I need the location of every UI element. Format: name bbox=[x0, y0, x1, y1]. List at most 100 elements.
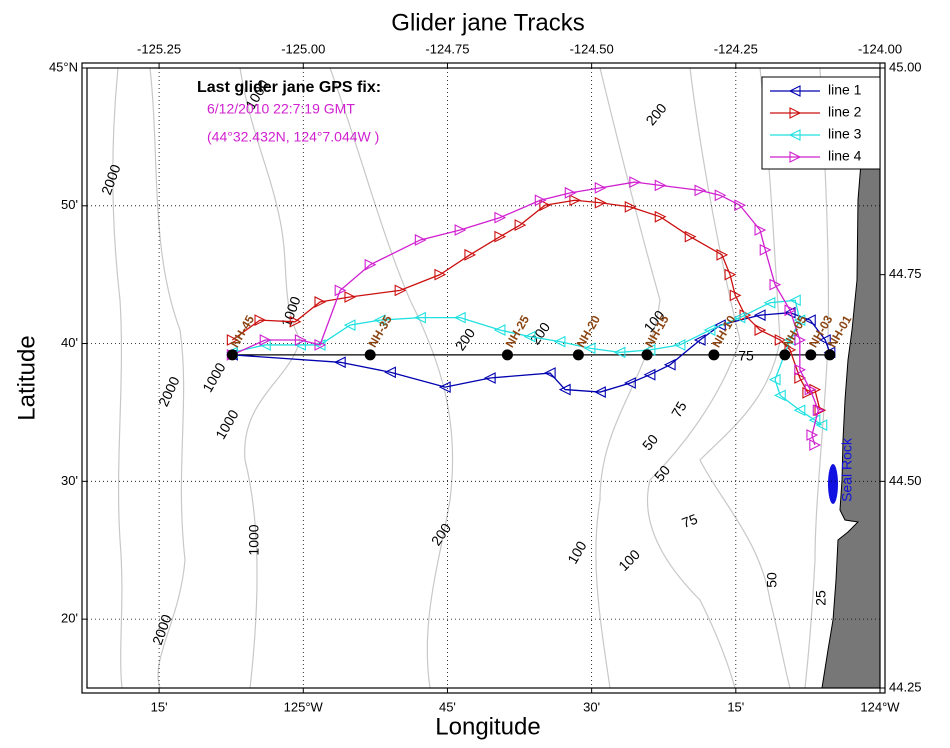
track-marker bbox=[493, 324, 506, 336]
x2-tick-label: -124.50 bbox=[570, 41, 614, 56]
track-marker bbox=[673, 339, 686, 351]
contour-label: 200 bbox=[642, 100, 669, 128]
y-tick-label: 20' bbox=[61, 611, 78, 626]
x2-tick-label: -125.00 bbox=[281, 41, 325, 56]
track-marker bbox=[494, 211, 507, 224]
track-marker bbox=[523, 330, 536, 343]
contour-label: 50 bbox=[651, 462, 673, 484]
station bbox=[226, 349, 238, 361]
track-marker bbox=[624, 377, 636, 389]
legend-label: line 2 bbox=[828, 104, 862, 120]
x-tick-label: 15' bbox=[727, 699, 744, 714]
x2-tick-label: -125.25 bbox=[137, 41, 181, 56]
track-marker bbox=[438, 381, 451, 393]
track-marker bbox=[774, 334, 787, 346]
track-marker bbox=[733, 311, 746, 324]
legend-box bbox=[761, 76, 881, 170]
track-marker bbox=[812, 404, 825, 417]
station-label: NH-05 bbox=[780, 313, 810, 350]
annotation: Last glider jane GPS fix: bbox=[197, 79, 381, 96]
track-marker bbox=[373, 314, 386, 327]
track-marker bbox=[643, 368, 656, 381]
track-marker bbox=[594, 386, 606, 398]
track-marker bbox=[768, 373, 781, 386]
track-marker bbox=[534, 194, 547, 207]
track-marker bbox=[464, 248, 477, 261]
track-marker bbox=[703, 324, 716, 336]
track-marker bbox=[539, 199, 552, 212]
x-tick-label: 124°W bbox=[860, 699, 900, 714]
track-marker bbox=[716, 248, 729, 261]
station bbox=[364, 349, 376, 361]
y2-tick-label: 44.50 bbox=[889, 473, 922, 488]
track-marker bbox=[759, 243, 772, 256]
x2-tick-label: -124.75 bbox=[425, 41, 469, 56]
track-marker bbox=[558, 383, 571, 396]
track-marker bbox=[654, 210, 667, 223]
track-marker bbox=[802, 386, 815, 399]
track-marker bbox=[613, 346, 626, 359]
track-marker bbox=[806, 429, 819, 441]
contour-label: 75 bbox=[680, 511, 700, 531]
track-marker bbox=[794, 372, 807, 384]
station bbox=[572, 349, 584, 361]
track-marker bbox=[803, 314, 816, 327]
station bbox=[779, 349, 791, 361]
track-marker bbox=[784, 304, 797, 317]
contour-label: 1000 bbox=[212, 407, 242, 442]
track-marker bbox=[226, 334, 239, 346]
legend-label: line 3 bbox=[828, 126, 862, 142]
track-marker bbox=[344, 291, 357, 303]
contour-label: 200 bbox=[452, 325, 479, 353]
track-marker bbox=[543, 367, 556, 379]
track-marker bbox=[314, 296, 327, 308]
contour-label: 1000 bbox=[199, 360, 229, 395]
track-line bbox=[232, 181, 819, 446]
station bbox=[824, 349, 836, 361]
track-marker bbox=[553, 335, 566, 348]
track-marker bbox=[414, 234, 427, 246]
track-marker bbox=[724, 268, 737, 281]
legend-marker bbox=[789, 151, 802, 163]
track-marker bbox=[654, 179, 667, 192]
contour-label: 75 bbox=[738, 348, 754, 364]
track-line bbox=[232, 312, 831, 393]
track-marker bbox=[384, 366, 396, 379]
x-tick-label: 15' bbox=[151, 699, 168, 714]
chart-title: Glider jane Tracks bbox=[391, 9, 584, 36]
track-marker bbox=[815, 419, 828, 432]
legend: line 1 line 2 line 3 line 4 bbox=[761, 76, 881, 170]
track-marker bbox=[394, 284, 407, 297]
track-marker bbox=[793, 404, 806, 417]
legend-marker bbox=[788, 85, 801, 97]
contour-label: 200 bbox=[428, 520, 455, 548]
track-marker bbox=[714, 189, 727, 202]
annotation: (44°32.432N, 124°7.044W ) bbox=[207, 129, 379, 145]
track-marker bbox=[753, 309, 766, 322]
y2-tick-label: 45.00 bbox=[889, 59, 922, 74]
annotation: 6/12/2010 22:7:19 GMT bbox=[207, 101, 355, 117]
track-marker bbox=[788, 294, 801, 307]
station-label: NH-45 bbox=[228, 313, 258, 350]
track-marker bbox=[333, 356, 346, 369]
place-label: Seal Rock bbox=[839, 437, 855, 502]
frame-outer bbox=[81, 62, 886, 694]
x-axis-label: Longitude bbox=[435, 713, 540, 740]
track-marker bbox=[453, 311, 466, 324]
track-marker bbox=[314, 339, 327, 351]
track-marker bbox=[754, 224, 767, 236]
track-marker bbox=[694, 184, 707, 197]
track-marker bbox=[594, 196, 607, 209]
track-marker bbox=[754, 324, 767, 336]
contour-label: 2000 bbox=[98, 162, 124, 197]
y-tick-label: 45°N bbox=[49, 59, 78, 74]
station bbox=[805, 349, 817, 361]
station bbox=[641, 349, 653, 361]
seal-rock-marker bbox=[828, 464, 838, 504]
contour-label: 2000 bbox=[149, 612, 175, 647]
x2-tick-label: -124.00 bbox=[858, 41, 902, 56]
station-label: NH-10 bbox=[709, 313, 739, 350]
land bbox=[821, 149, 881, 689]
track-marker bbox=[624, 200, 637, 213]
